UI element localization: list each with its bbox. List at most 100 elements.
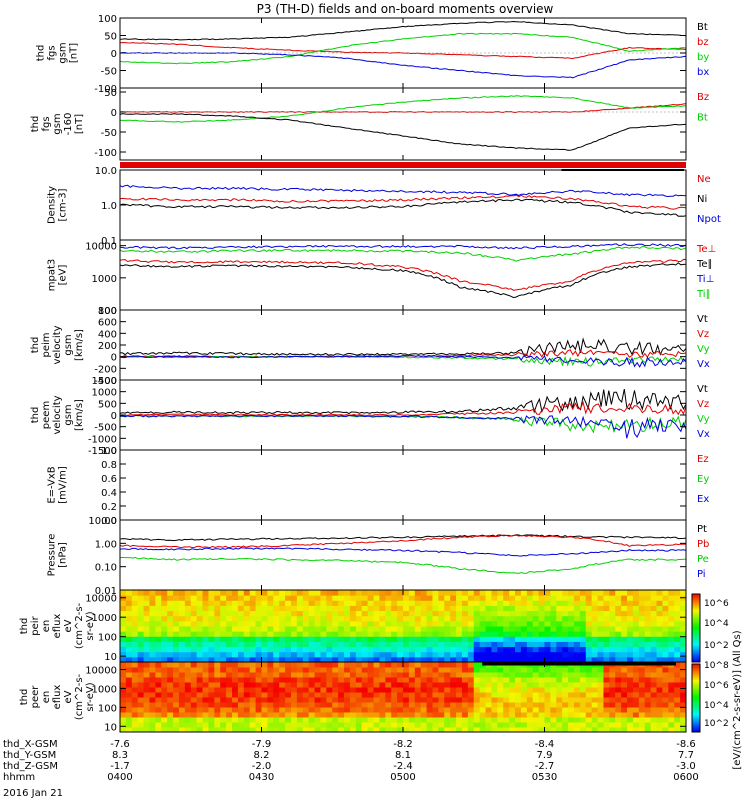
spectrogram-cell (573, 626, 581, 632)
spectrogram-cell (438, 692, 445, 698)
spectrogram-cell (408, 626, 416, 632)
spectrogram-cell (485, 610, 492, 617)
spectrogram-cell (497, 707, 504, 713)
series-line-p2-2 (119, 113, 687, 151)
spectrogram-cell (373, 631, 380, 637)
spectrogram-cell (184, 722, 192, 728)
spectrogram-cell (444, 631, 451, 637)
spectrogram-cell (249, 702, 257, 708)
spectrogram-cell (332, 672, 339, 678)
spectrogram-cell (515, 717, 522, 723)
spectrogram-cell (403, 662, 410, 668)
spectrogram-cell (367, 667, 375, 673)
spectrogram-cell (485, 722, 492, 728)
spectrogram-cell (414, 727, 422, 733)
spectrogram-cell (220, 631, 227, 637)
spectrogram-cell (149, 677, 156, 683)
xaxis-row-value: -7.9 (252, 739, 272, 750)
spectrogram-cell (308, 626, 316, 632)
spectrogram-cell (520, 651, 528, 658)
spectrogram-cell (562, 590, 569, 596)
spectrogram-cell (615, 702, 622, 708)
spectrogram-cell (556, 646, 563, 653)
spectrogram-cell (261, 651, 268, 658)
spectrogram-cell (603, 651, 610, 658)
spectrogram-cell (414, 722, 422, 728)
spectrogram-cell (403, 641, 410, 648)
spectrogram-cell (344, 707, 351, 713)
spectrogram-cell (243, 615, 251, 622)
spectrogram-cell (414, 631, 422, 637)
y-tick-label: 0.2 (101, 502, 117, 513)
spectrogram-cell (420, 626, 428, 632)
spectrogram-cell (249, 697, 257, 703)
spectrogram-cell (237, 626, 245, 632)
spectrogram-cell (585, 631, 593, 637)
spectrogram-cell (296, 600, 304, 606)
spectrogram-cell (438, 620, 445, 627)
spectrogram-cell (397, 600, 404, 606)
spectrogram-cell (220, 707, 227, 713)
spectrogram-cell (515, 590, 522, 596)
spectrogram-cell (579, 651, 587, 658)
spectrogram-cell (556, 620, 563, 627)
colorbar-cell (692, 621, 700, 624)
spectrogram-cell (632, 672, 640, 678)
spectrogram-cell (479, 707, 487, 713)
spectrogram-cell (603, 590, 610, 596)
spectrogram-cell (232, 590, 239, 596)
spectrogram-cell (296, 626, 304, 632)
legend-p3-0: Ne (697, 174, 711, 185)
spectrogram-cell (308, 677, 316, 683)
spectrogram-cell (503, 712, 510, 718)
spectrogram-cell (178, 667, 186, 673)
spectrogram-cell (656, 672, 663, 678)
spectrogram-cell (526, 682, 534, 688)
spectrogram-cell (662, 697, 669, 703)
spectrogram-cell (621, 646, 628, 653)
spectrogram-cell (167, 651, 174, 658)
spectrogram-cell (680, 712, 687, 718)
spectrogram-cell (332, 656, 339, 663)
spectrogram-cell (385, 727, 392, 733)
legend-p3-2: Npot (697, 214, 721, 225)
y-tick-label: 10 (104, 722, 117, 733)
spectrogram-cell (491, 702, 498, 708)
spectrogram-cell (680, 727, 687, 733)
spectrogram-cell (403, 677, 410, 683)
y-axis-label-line: thd (36, 45, 47, 62)
spectrogram-cell (338, 722, 345, 728)
spectrogram-cell (674, 615, 681, 622)
spectrogram-cell (326, 662, 333, 668)
spectrogram-cell (332, 651, 339, 658)
spectrogram-cell (349, 677, 357, 683)
spectrogram-cell (155, 646, 162, 653)
spectrogram-cell (408, 605, 416, 612)
spectrogram-cell (184, 702, 192, 708)
spectrogram-cell (149, 626, 156, 632)
spectrogram-cell (202, 641, 209, 648)
spectrogram-cell (432, 727, 439, 733)
spectrogram-cell (473, 712, 481, 718)
spectrogram-cell (214, 641, 221, 648)
spectrogram-cell (426, 702, 433, 708)
spectrogram-cell (426, 667, 433, 673)
spectrogram-cell (355, 656, 363, 663)
spectrogram-cell (609, 620, 616, 627)
spectrogram-cell (302, 697, 310, 703)
spectrogram-cell (644, 687, 652, 693)
spectrogram-cell (232, 677, 239, 683)
spectrogram-cell (526, 646, 534, 653)
spectrogram-cell (615, 631, 622, 637)
spectrogram-cell (285, 626, 292, 632)
spectrogram-cell (391, 656, 398, 663)
spectrogram-cell (515, 712, 522, 718)
spectrogram-cell (591, 636, 599, 642)
panel-frame (119, 169, 687, 241)
spectrogram-cell (562, 626, 569, 632)
spectrogram-cell (285, 605, 292, 612)
spectrogram-cell (173, 651, 180, 658)
spectrogram-cell (232, 600, 239, 606)
spectrogram-cell (621, 707, 628, 713)
